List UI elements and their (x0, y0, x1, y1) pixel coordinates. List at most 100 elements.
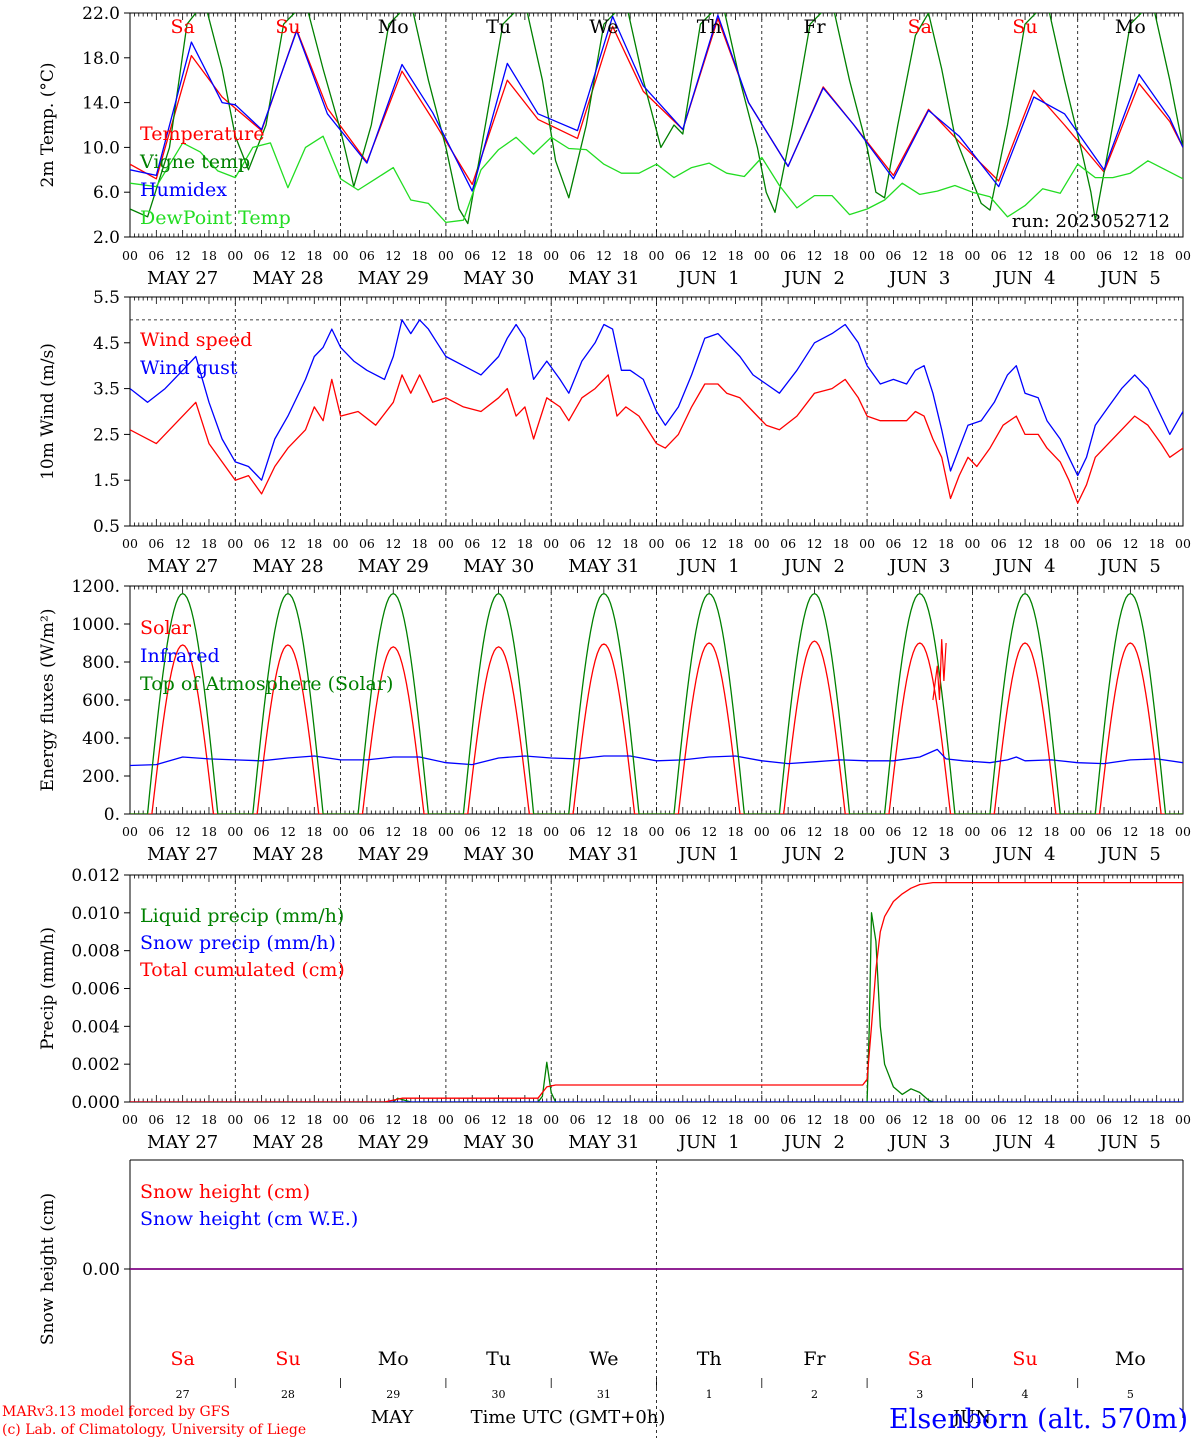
hour-tick-label: 18 (306, 1112, 322, 1127)
legend-snow-precip-mm-h-: Snow precip (mm/h) (140, 932, 336, 954)
date-label: MAY 30 (463, 556, 534, 577)
hour-tick-label: 06 (148, 248, 164, 263)
date-label: MAY 27 (147, 556, 218, 577)
hour-tick-label: 12 (912, 536, 928, 551)
precip-panel: 00 06 12 18 00 06 12 18 00 06 12 18 00 06 12 18 00 06 12 18… (38, 866, 1191, 1153)
hour-tick-label: 06 (885, 824, 901, 839)
hour-tick-label: 06 (254, 824, 270, 839)
date-label: MAY 31 (568, 1132, 639, 1153)
day-abbr-bottom: Mo (378, 1348, 409, 1370)
hour-tick-label: 06 (570, 248, 586, 263)
series-line-wind-speed (130, 374, 1183, 504)
hour-tick-label: 06 (464, 536, 480, 551)
footer-line-2: (c) Lab. of Climatology, University of L… (2, 1422, 306, 1438)
legend-snow-height-cm-w-e-: Snow height (cm W.E.) (140, 1208, 358, 1230)
hour-tick-label: 12 (491, 536, 507, 551)
hour-tick-label: 06 (464, 1112, 480, 1127)
day-abbr: We (589, 16, 618, 38)
y-tick-label: 0.002 (71, 1055, 120, 1075)
hour-tick-label: 06 (254, 1112, 270, 1127)
hour-tick-label: 18 (1043, 536, 1059, 551)
hour-tick-label: 06 (570, 1112, 586, 1127)
hour-tick-label: 18 (728, 536, 744, 551)
day-abbr-bottom: Su (1012, 1348, 1037, 1370)
hour-tick-label: 00 (438, 248, 454, 263)
snow-ylabel: Snow height (cm) (38, 1193, 58, 1345)
series-line-humidex (130, 14, 1183, 192)
hour-tick-label: 12 (491, 824, 507, 839)
hour-tick-label: 12 (806, 1112, 822, 1127)
day-number: 30 (492, 1388, 506, 1401)
y-tick-label: 1000. (71, 615, 120, 635)
hour-tick-label: 00 (1070, 1112, 1086, 1127)
hour-tick-label: 18 (1149, 248, 1165, 263)
solar-spike (932, 639, 947, 701)
hour-tick-label: 06 (885, 536, 901, 551)
temperature-frame (129, 12, 1184, 238)
hour-tick-label: 12 (806, 824, 822, 839)
hour-tick-label: 18 (412, 248, 428, 263)
hour-tick-label: 12 (1017, 824, 1033, 839)
hour-tick-label: 18 (517, 248, 533, 263)
hour-tick-label: 06 (675, 536, 691, 551)
legend-liquid-precip-mm-h-: Liquid precip (mm/h) (140, 905, 344, 927)
date-label: MAY 28 (252, 844, 323, 865)
y-tick-label: 0.012 (71, 866, 120, 886)
legend-wind-speed: Wind speed (140, 329, 252, 351)
hour-tick-label: 00 (438, 1112, 454, 1127)
y-tick-label: 0.000 (71, 1093, 120, 1113)
legend-total-cumulated-cm-: Total cumulated (cm) (140, 959, 345, 981)
hour-tick-label: 06 (991, 248, 1007, 263)
energy-ylabel: Energy fluxes (W/m²) (38, 609, 58, 792)
date-label: MAY 30 (463, 1132, 534, 1153)
date-label: JUN 4 (993, 556, 1056, 577)
hour-tick-label: 06 (359, 824, 375, 839)
hour-tick-label: 18 (833, 1112, 849, 1127)
date-label: MAY 28 (252, 556, 323, 577)
hour-tick-label: 06 (148, 1112, 164, 1127)
date-label: JUN 2 (782, 268, 845, 289)
hour-tick-label: 12 (1017, 536, 1033, 551)
hour-tick-label: 12 (385, 824, 401, 839)
hour-tick-label: 12 (280, 536, 296, 551)
precip-ylabel: Precip (mm/h) (38, 927, 58, 1050)
date-label: JUN 4 (993, 268, 1056, 289)
date-label: JUN 2 (782, 1132, 845, 1153)
hour-tick-label: 00 (964, 824, 980, 839)
hour-tick-label: 12 (596, 248, 612, 263)
day-abbr: Sa (170, 16, 194, 38)
energy-panel: 00 06 12 18 00 06 12 18 00 06 12 18 00 06 12 18 00 06 12 18… (38, 577, 1191, 865)
date-label: JUN 1 (677, 268, 740, 289)
date-label: MAY 29 (358, 268, 429, 289)
hour-tick-label: 12 (491, 1112, 507, 1127)
legend-top-of-atmosphere-solar-: Top of Atmosphere (Solar) (140, 673, 393, 695)
legend-humidex: Humidex (140, 179, 227, 201)
y-tick-label: 600. (82, 691, 120, 711)
hour-tick-label: 00 (227, 1112, 243, 1127)
day-number: 28 (281, 1388, 295, 1401)
hour-tick-label: 00 (227, 248, 243, 263)
date-label: MAY 30 (463, 268, 534, 289)
hour-tick-label: 18 (201, 536, 217, 551)
day-abbr: Su (275, 16, 300, 38)
hour-tick-label: 18 (201, 824, 217, 839)
legend-infrared: Infrared (140, 645, 220, 667)
wind-ylabel: 10m Wind (m/s) (38, 343, 58, 480)
hour-tick-label: 12 (385, 536, 401, 551)
hour-tick-label: 00 (438, 824, 454, 839)
run-label: run: 2023052712 (1012, 211, 1170, 232)
day-abbr: Mo (378, 16, 409, 38)
hour-tick-label: 18 (622, 248, 638, 263)
day-abbr-bottom: Mo (1115, 1348, 1146, 1370)
hour-tick-label: 18 (1043, 248, 1059, 263)
hour-tick-label: 06 (1096, 824, 1112, 839)
y-tick-label: 1.5 (93, 471, 120, 491)
date-label: MAY 28 (252, 1132, 323, 1153)
series-line-infrared (130, 748, 1183, 767)
station-label: Elsenborn (alt. 570m) (889, 1404, 1188, 1435)
hour-tick-label: 06 (991, 1112, 1007, 1127)
series-line-wind-gust (130, 319, 1183, 481)
day-abbr-bottom: Su (275, 1348, 300, 1370)
hour-tick-label: 00 (964, 1112, 980, 1127)
y-tick-label: 0.00 (82, 1260, 120, 1280)
